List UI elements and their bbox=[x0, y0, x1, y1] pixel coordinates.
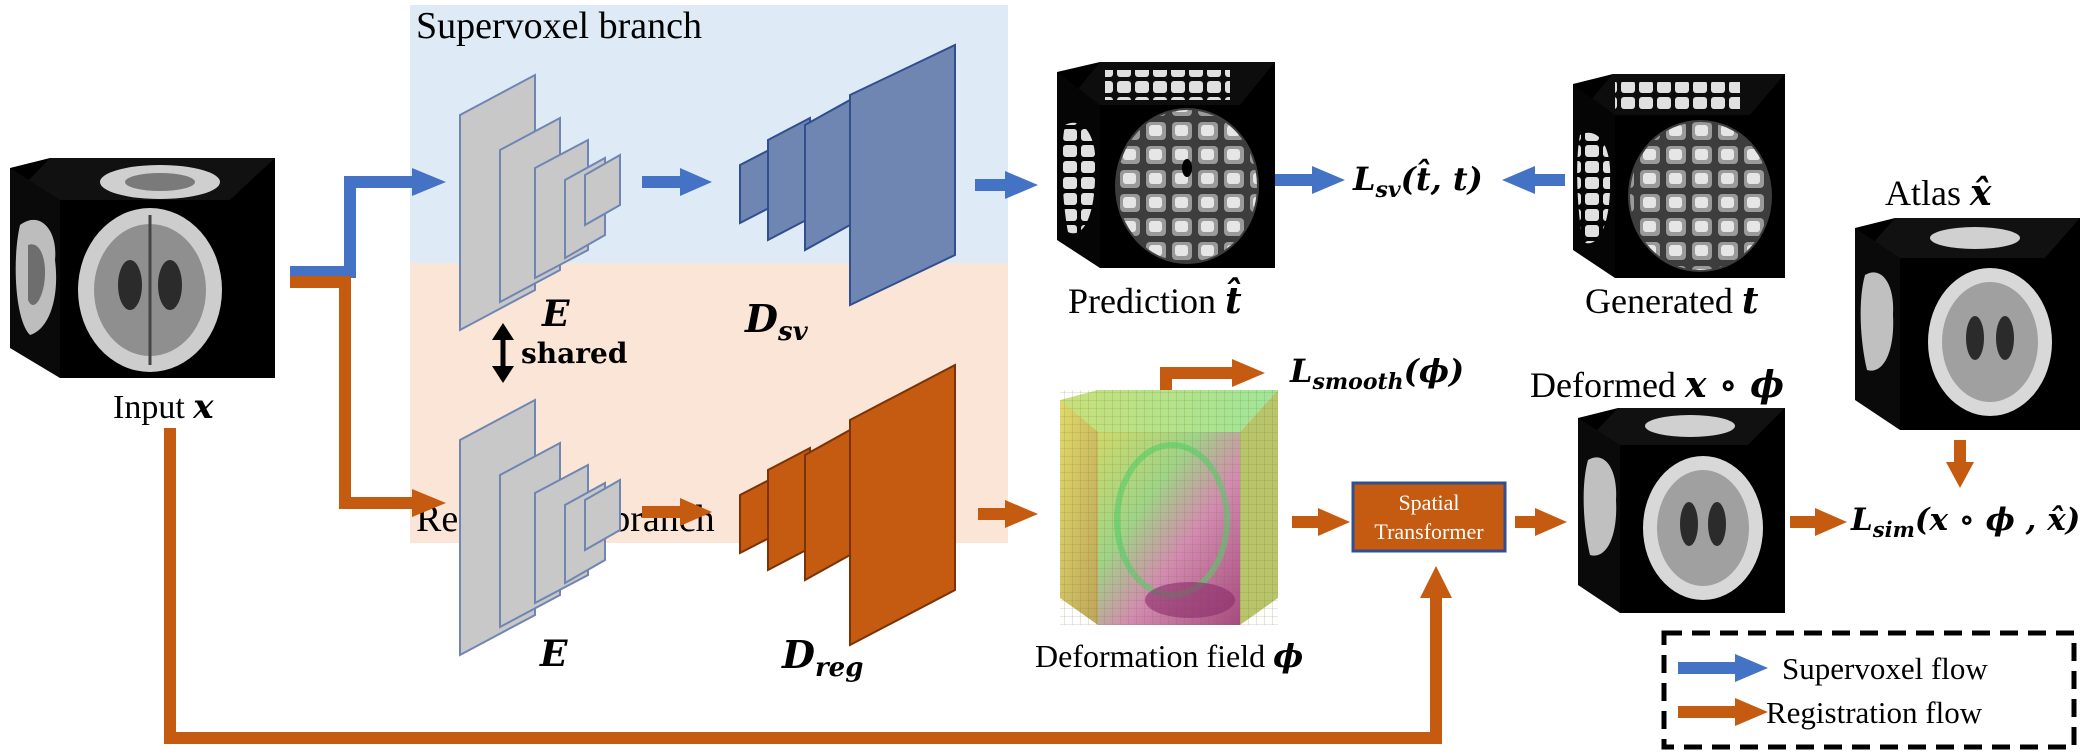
right-arrow-icon bbox=[412, 168, 446, 196]
legend-supervoxel-flow: Supervoxel flow bbox=[1782, 651, 1988, 686]
right-arrow-icon bbox=[1735, 654, 1768, 682]
supervoxel-cube-icon bbox=[1573, 74, 1785, 278]
input-label: Input x bbox=[113, 387, 214, 427]
brain-cube-icon bbox=[1578, 408, 1785, 613]
right-arrow-icon bbox=[1318, 508, 1350, 536]
decoder-reg-label: Dreg bbox=[781, 632, 863, 683]
atlas-label: Atlas x̂ bbox=[1885, 172, 1992, 214]
supervoxel-branch-title: Supervoxel branch bbox=[416, 5, 702, 47]
deformed-label: Deformed x ∘ ϕ bbox=[1530, 364, 1784, 406]
encoder-top-label: E bbox=[541, 293, 570, 335]
right-arrow-icon bbox=[1232, 359, 1265, 387]
right-arrow-icon bbox=[412, 489, 446, 517]
loss-smooth-label: Lsmooth(ϕ) bbox=[1289, 352, 1464, 395]
prediction-label: Prediction t̂ bbox=[1068, 277, 1242, 322]
legend: Supervoxel flow Registration flow bbox=[1661, 630, 2077, 750]
right-arrow-icon bbox=[1535, 508, 1567, 536]
registration-flow-line bbox=[290, 276, 412, 509]
spatial-transformer-block: Spatial Transformer bbox=[1351, 481, 1507, 553]
right-arrow-icon bbox=[1312, 166, 1345, 194]
right-arrow-icon bbox=[680, 498, 712, 526]
double-arrow-icon bbox=[492, 323, 514, 383]
deformation-field-cube-icon bbox=[1060, 390, 1278, 625]
right-arrow-icon bbox=[1815, 508, 1847, 536]
spatial-transformer-line1: Spatial bbox=[1398, 490, 1459, 515]
deformation-label: Deformation field ϕ bbox=[1035, 637, 1303, 675]
supervoxel-cube-icon bbox=[1057, 62, 1275, 268]
brain-cube-icon bbox=[10, 158, 275, 378]
loss-sim-label: Lsim(x ∘ ϕ , x̂) bbox=[1850, 502, 2080, 542]
brain-cube-icon bbox=[1855, 218, 2080, 430]
up-arrow-icon bbox=[1420, 566, 1452, 598]
decoder-sv-label: Dsv bbox=[744, 296, 809, 347]
right-arrow-icon bbox=[1005, 500, 1038, 528]
legend-registration-flow: Registration flow bbox=[1766, 695, 1983, 730]
right-arrow-icon bbox=[1502, 166, 1535, 194]
generated-label: Generated t bbox=[1585, 280, 1759, 322]
shared-label: shared bbox=[521, 337, 627, 370]
encoder-top bbox=[459, 73, 621, 332]
down-arrow-icon bbox=[1946, 462, 1974, 488]
encoder-bottom-label: E bbox=[539, 633, 568, 675]
right-arrow-icon bbox=[680, 168, 712, 196]
spatial-transformer-line2: Transformer bbox=[1374, 519, 1484, 544]
decoder-sv bbox=[739, 43, 956, 307]
registration-flow-line bbox=[164, 428, 1442, 744]
decoder-reg bbox=[739, 363, 956, 647]
right-arrow-icon bbox=[1005, 171, 1038, 199]
supervoxel-flow-line bbox=[290, 176, 412, 278]
encoder-bottom bbox=[459, 398, 621, 657]
right-arrow-icon bbox=[1735, 698, 1768, 726]
loss-sv-label: Lsv(t̂, t) bbox=[1352, 158, 1483, 203]
